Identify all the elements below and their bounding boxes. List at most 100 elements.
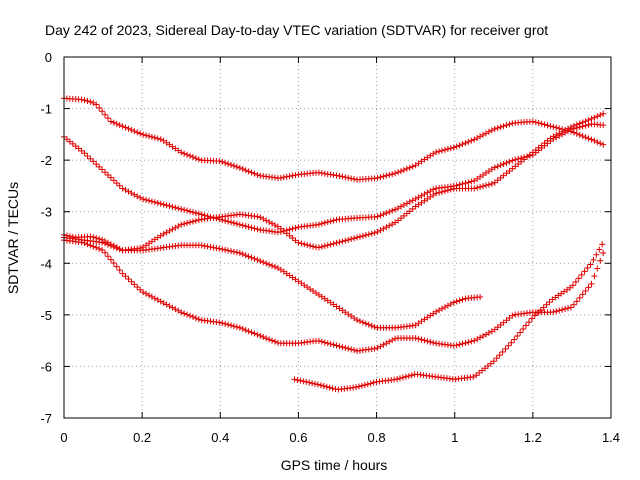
data-point (395, 205, 402, 212)
data-point (184, 311, 191, 318)
data-point (377, 343, 384, 350)
data-point (228, 322, 235, 329)
data-point (93, 101, 100, 108)
data-point (84, 98, 91, 105)
data-point (509, 157, 516, 164)
data-point (107, 242, 114, 249)
data-point (172, 306, 179, 313)
data-point (579, 133, 586, 140)
data-point (594, 265, 601, 272)
data-point (134, 284, 141, 291)
data-point (269, 337, 276, 344)
data-point (228, 219, 235, 226)
data-point (242, 327, 249, 334)
data-point (321, 219, 328, 226)
data-point (330, 217, 337, 224)
data-point (377, 212, 384, 219)
data-point (134, 193, 141, 200)
data-point (225, 321, 232, 328)
data-point (163, 202, 170, 209)
data-point (222, 320, 229, 327)
data-point (184, 151, 191, 158)
data-point (491, 164, 498, 171)
data-point (314, 381, 321, 388)
y-tick-label: 0 (45, 50, 52, 65)
data-point (391, 376, 398, 383)
data-point (547, 123, 554, 130)
x-tick-label: 0.6 (289, 430, 307, 445)
data-point (345, 236, 352, 243)
data-point (353, 384, 360, 391)
data-point (465, 339, 472, 346)
data-point (315, 337, 322, 344)
data-point (368, 230, 375, 237)
data-point (412, 335, 419, 342)
data-point (482, 182, 489, 189)
data-point (421, 337, 428, 344)
data-point (374, 213, 381, 220)
data-point (295, 239, 302, 246)
data-point (210, 244, 217, 251)
x-tick-label: 1 (451, 430, 458, 445)
data-point (323, 383, 330, 390)
data-point (462, 339, 469, 346)
data-point (572, 278, 579, 285)
data-point (534, 309, 541, 316)
data-point (175, 205, 182, 212)
data-point (565, 305, 572, 312)
data-point (248, 329, 255, 336)
data-point (333, 342, 340, 349)
data-point (329, 385, 336, 392)
data-point (573, 298, 580, 305)
data-point (514, 333, 521, 340)
data-point (166, 303, 173, 310)
data-point (304, 241, 311, 248)
data-point (257, 258, 264, 265)
data-point (131, 281, 138, 288)
data-point (380, 225, 387, 232)
data-point (300, 378, 307, 385)
data-point (330, 240, 337, 247)
data-point (418, 336, 425, 343)
data-point (125, 276, 132, 283)
data-point (591, 114, 598, 121)
data-point (480, 183, 487, 190)
data-point (439, 188, 446, 195)
data-point (134, 129, 141, 136)
data-point (99, 247, 106, 254)
data-point (327, 340, 334, 347)
data-point (415, 194, 422, 201)
axis-ticks (63, 56, 612, 419)
data-point (371, 229, 378, 236)
data-point (342, 344, 349, 351)
data-point (318, 220, 325, 227)
data-point (497, 124, 504, 131)
data-point (588, 115, 595, 122)
data-point (195, 316, 202, 323)
y-tick-label: -3 (40, 205, 52, 220)
data-point (239, 325, 246, 332)
data-point (600, 110, 607, 117)
data-point (546, 299, 553, 306)
data-point (245, 223, 252, 230)
data-point (102, 249, 109, 256)
data-point (348, 236, 355, 243)
data-point (137, 130, 144, 137)
data-point (573, 130, 580, 137)
data-point (102, 240, 109, 247)
data-point (189, 313, 196, 320)
data-point (585, 284, 592, 291)
y-tick-label: -7 (40, 411, 52, 426)
data-point (192, 217, 199, 224)
data-point (236, 324, 243, 331)
data-point (266, 261, 273, 268)
data-point (163, 229, 170, 236)
data-point (254, 331, 261, 338)
data-point (439, 305, 446, 312)
data-point (110, 243, 117, 250)
data-point (175, 223, 182, 230)
data-point (585, 117, 592, 124)
data-point (358, 382, 365, 389)
data-point (488, 127, 495, 134)
data-point (248, 169, 255, 176)
